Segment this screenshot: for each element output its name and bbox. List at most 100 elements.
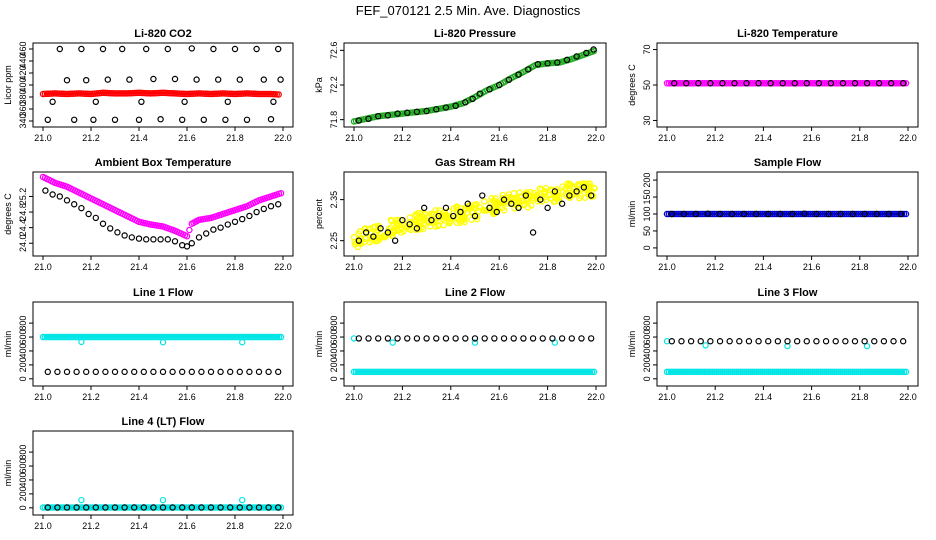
data-point (486, 204, 493, 212)
series-point (277, 333, 285, 341)
data-point (231, 45, 239, 53)
data-point (707, 80, 714, 87)
series-point (787, 368, 794, 376)
series-point (783, 210, 790, 218)
data-point (121, 504, 128, 511)
data-point (92, 504, 100, 511)
data-point (851, 80, 859, 87)
series-point (777, 368, 784, 376)
data-point (202, 230, 210, 237)
series-point (505, 191, 513, 198)
series-point (854, 368, 862, 376)
series-point (265, 333, 273, 341)
series-point (858, 368, 866, 376)
data-point (44, 116, 52, 124)
series-point (803, 368, 810, 376)
series-point (761, 368, 768, 376)
series-point (157, 333, 165, 341)
x-tick-label: 21.8 (851, 262, 869, 272)
series-point (179, 333, 187, 341)
series-point (520, 368, 528, 376)
series-point (679, 79, 687, 87)
series-point (496, 368, 504, 376)
series-point (53, 333, 61, 341)
series-point (567, 181, 574, 189)
data-point (210, 45, 217, 53)
series-point (366, 225, 374, 232)
series-point (119, 333, 127, 341)
data-point (716, 210, 724, 218)
y-tick-label: 340 (18, 113, 28, 128)
x-tick-label: 21.8 (851, 133, 869, 143)
series-point (374, 368, 382, 376)
data-point (78, 204, 85, 212)
series-point (195, 504, 203, 511)
series-point (442, 368, 450, 376)
series-point (868, 368, 876, 376)
series-point (745, 210, 752, 218)
series-point (41, 333, 49, 341)
series-point (584, 368, 592, 376)
series-point (494, 368, 502, 376)
series-point (235, 333, 243, 341)
data-point (238, 215, 246, 223)
data-point (253, 208, 260, 216)
x-tick-label: 21.2 (706, 262, 724, 272)
series-point (63, 333, 71, 341)
x-tick-label: 21.6 (490, 262, 508, 272)
y-tick-label: 800 (18, 445, 28, 460)
series-point (874, 368, 882, 376)
data-point (539, 335, 546, 342)
series-point (862, 368, 870, 376)
data-point (442, 335, 450, 342)
data-point (825, 210, 832, 218)
series-3 (355, 335, 595, 342)
data-point (362, 229, 370, 236)
series-point (773, 368, 780, 376)
series-2 (44, 45, 284, 124)
data-point (740, 210, 748, 218)
series-point (819, 79, 826, 87)
series-point (259, 90, 267, 98)
series-point (39, 333, 47, 341)
data-point (479, 192, 486, 199)
series-point (390, 368, 398, 376)
y-axis-label: Licor ppm (3, 65, 13, 105)
chart-title: Gas Stream RH (435, 157, 515, 169)
series-point (831, 210, 838, 218)
data-point (590, 46, 597, 53)
x-tick-label: 21.4 (130, 262, 148, 272)
y-tick-label: 400 (329, 343, 339, 358)
series-point (556, 368, 564, 376)
series-point (125, 333, 133, 341)
chart-title: Li-820 CO2 (134, 28, 191, 40)
series-point (735, 368, 742, 376)
series-point (195, 333, 203, 341)
y-tick-label: 800 (642, 316, 652, 331)
series-point (107, 333, 115, 341)
series-point (233, 333, 241, 341)
data-point (813, 210, 820, 218)
x-tick-label: 21.4 (130, 133, 148, 143)
series-point (512, 194, 520, 202)
data-point (500, 335, 508, 342)
x-tick-label: 22.0 (899, 392, 917, 402)
series-point (729, 368, 736, 376)
data-point (544, 60, 551, 67)
series-point (896, 368, 904, 376)
series-point (709, 79, 717, 87)
data-point (188, 45, 195, 52)
series-point (737, 79, 744, 87)
y-tick-label: 0 (642, 245, 652, 250)
series-point (532, 368, 540, 376)
x-tick-label: 21.2 (394, 133, 412, 143)
data-point (580, 184, 588, 191)
series-point (69, 333, 77, 341)
series-point (382, 368, 390, 376)
series-point (890, 368, 898, 376)
y-tick-label: 24.0 (18, 234, 28, 252)
x-tick-label: 21.0 (34, 521, 52, 531)
data-point (404, 109, 411, 116)
series-point (354, 368, 362, 376)
series-point (809, 210, 816, 218)
